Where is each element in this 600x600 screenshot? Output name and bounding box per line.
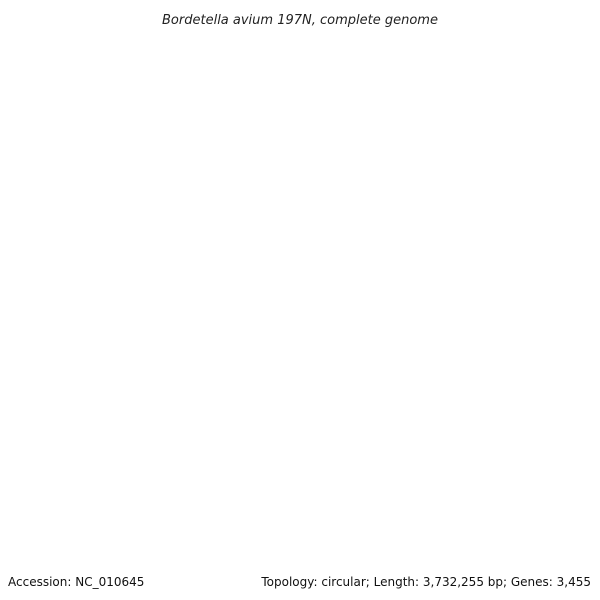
- gene-labels: metXgshABAV3189BAV3190BAV3191BAV3192tRNA…: [402, 0, 600, 232]
- genome-summary-text: Topology: circular; Length: 3,732,255 bp…: [260, 575, 591, 589]
- accession-text: Accession: NC_010645: [8, 575, 144, 589]
- backbone-outline: [419, 0, 600, 236]
- gene-features: [434, 0, 600, 212]
- backbone-line: [419, 0, 600, 236]
- map-title: Bordetella avium 197N, complete genome: [162, 13, 438, 28]
- tick-marks: 3464 kbp3465 kbp3466 kbp3467 kbp3468 kbp…: [388, 0, 600, 277]
- genome-backbone: [419, 0, 600, 236]
